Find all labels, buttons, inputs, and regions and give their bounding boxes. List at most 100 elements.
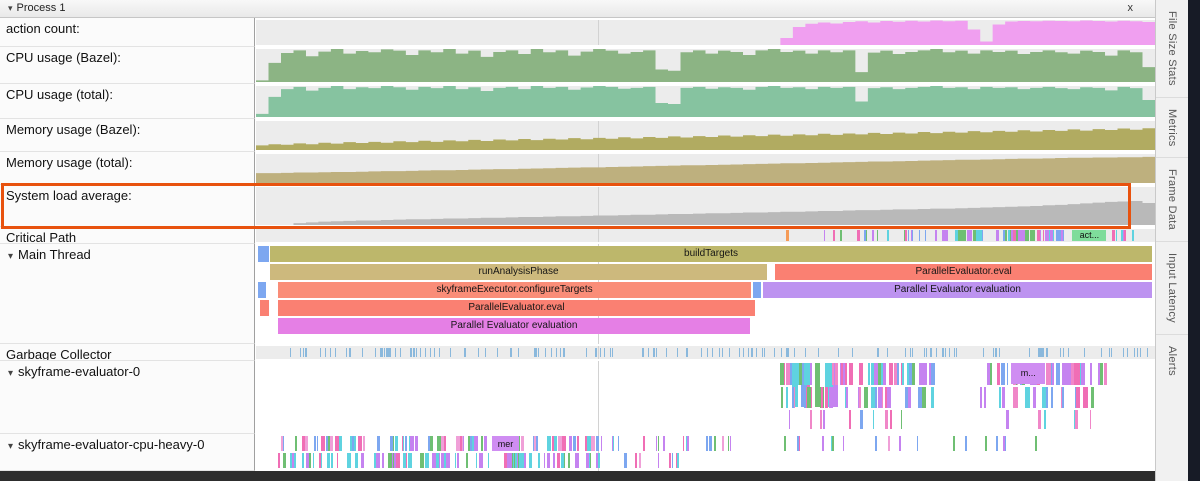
trace-tick[interactable] [405,453,408,469]
trace-tick[interactable] [394,347,396,358]
trace-tick[interactable] [385,347,388,358]
trace-tick[interactable] [388,453,391,469]
trace-tick[interactable] [558,436,563,452]
trace-tick[interactable] [457,436,461,452]
trace-tick[interactable] [294,453,296,469]
trace-tick[interactable] [403,453,408,469]
trace-tick[interactable] [562,436,566,452]
trace-tick[interactable] [965,436,967,452]
trace-tick[interactable] [797,436,799,452]
trace-tick[interactable] [335,436,340,452]
trace-tick[interactable] [1090,363,1093,386]
trace-tick[interactable] [864,387,869,408]
trace-tick[interactable] [1029,347,1031,358]
trace-tick[interactable] [517,347,520,358]
trace-tick[interactable] [481,436,484,452]
trace-tick[interactable] [313,436,317,452]
trace-slice[interactable] [257,282,266,298]
trace-tick[interactable] [1073,363,1079,386]
trace-tick[interactable] [887,230,890,241]
trace-tick[interactable] [595,347,597,358]
trace-tick[interactable] [739,347,741,358]
trace-tick[interactable] [1137,347,1139,358]
trace-tick[interactable] [706,436,708,452]
trace-tick[interactable] [283,453,287,469]
trace-tick[interactable] [1049,230,1053,241]
trace-tick[interactable] [424,347,427,358]
trace-tick[interactable] [663,436,665,452]
trace-tick[interactable] [468,436,472,452]
trace-tick[interactable] [783,436,787,452]
trace-tick[interactable] [305,436,309,452]
trace-tick[interactable] [830,363,837,407]
trace-tick[interactable] [911,347,913,358]
trace-tick[interactable] [559,347,561,358]
trace-tick[interactable] [1083,347,1086,358]
trace-tick[interactable] [756,347,758,358]
trace-tick[interactable] [634,453,638,469]
vertical-scrollbar[interactable] [1188,0,1200,481]
trace-tick[interactable] [461,436,464,452]
trace-tick[interactable] [334,347,337,358]
trace-tick[interactable] [389,347,391,358]
trace-tick[interactable] [353,436,357,452]
trace-tick[interactable] [1000,363,1005,386]
trace-tick[interactable] [823,409,825,429]
trace-tick[interactable] [511,453,515,469]
tab-file-size-stats[interactable]: File Size Stats [1166,11,1178,86]
trace-tick[interactable] [392,436,395,452]
trace-tick[interactable] [763,347,765,358]
trace-tick[interactable] [992,347,994,358]
trace-tick[interactable] [533,436,538,452]
trace-tick[interactable] [1005,436,1007,452]
trace-tick[interactable] [1050,387,1053,408]
trace-tick[interactable] [410,347,412,358]
trace-tick[interactable] [515,453,518,469]
trace-tick[interactable] [409,436,414,452]
trace-tick[interactable] [807,387,812,408]
trace-tick[interactable] [1073,409,1075,429]
trace-tick[interactable] [840,363,843,386]
trace-tick[interactable] [436,453,439,469]
trace-tick[interactable] [1024,230,1030,241]
trace-tick[interactable] [904,347,907,358]
trace-tick[interactable] [562,453,564,469]
trace-tick[interactable] [316,436,318,452]
trace-tick[interactable] [1099,363,1103,386]
trace-tick[interactable] [449,347,451,358]
trace-tick[interactable] [842,436,844,452]
trace-tick[interactable] [824,363,830,407]
trace-tick[interactable] [345,347,347,358]
trace-tick[interactable] [814,363,821,407]
trace-tick[interactable] [1115,230,1117,241]
trace-tick[interactable] [476,453,478,469]
trace-tick[interactable] [653,347,655,358]
trace-tick[interactable] [658,453,660,469]
trace-tick[interactable] [454,453,456,469]
trace-tick[interactable] [871,387,876,408]
trace-tick[interactable] [1006,363,1009,386]
trace-tick[interactable] [329,436,334,452]
trace-tick[interactable] [305,453,310,469]
trace-tick[interactable] [972,230,976,241]
trace-tick[interactable] [911,230,913,241]
trace-tick[interactable] [1035,436,1037,452]
trace-tick[interactable] [1091,387,1095,408]
trace-tick[interactable] [786,387,789,408]
trace-tick[interactable] [1030,230,1036,241]
trace-tick[interactable] [817,347,819,358]
trace-tick[interactable] [1060,387,1063,408]
trace-tick[interactable] [1101,347,1103,358]
process-header[interactable]: ▾ Process 1 x [0,0,1155,18]
trace-tick[interactable] [911,230,914,241]
trace-tick[interactable] [889,363,894,386]
trace-tick[interactable] [1108,347,1110,358]
trace-slice[interactable]: skyframeExecutor.configureTargets [278,282,752,298]
trace-tick[interactable] [1050,363,1052,386]
trace-tick[interactable] [1044,409,1047,429]
trace-tick[interactable] [387,347,389,358]
trace-tick[interactable] [1062,387,1065,408]
trace-tick[interactable] [405,436,408,452]
trace-tick[interactable] [355,453,359,469]
trace-tick[interactable] [305,347,307,358]
